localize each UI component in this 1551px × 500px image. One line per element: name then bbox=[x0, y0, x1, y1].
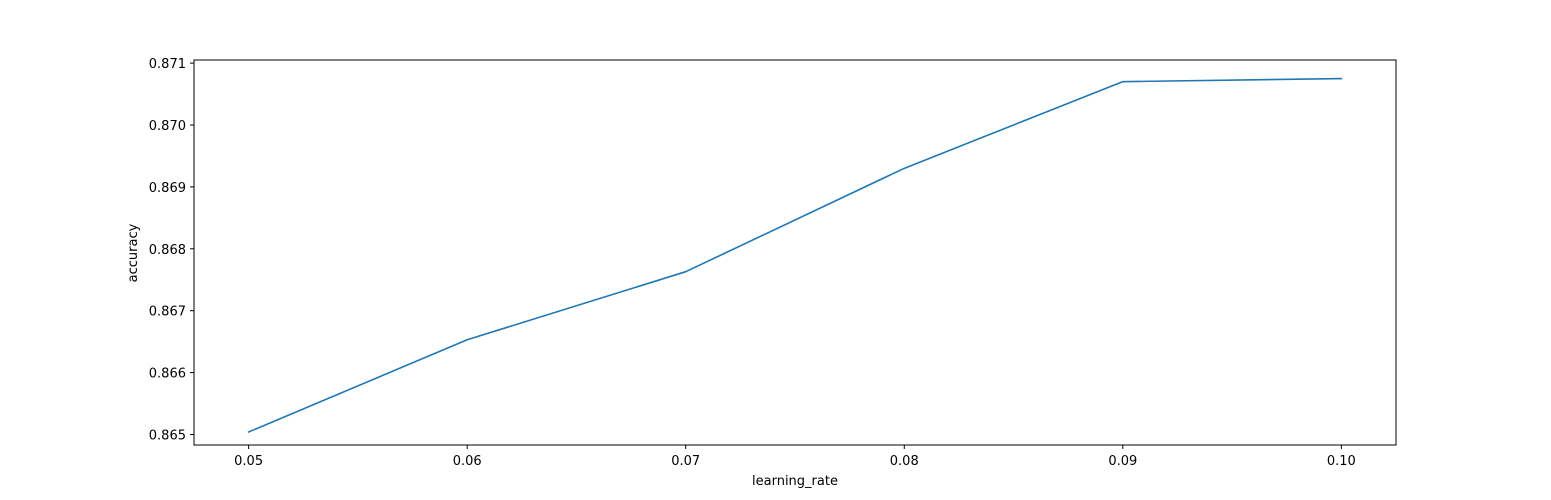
y-tick-label: 0.870 bbox=[149, 119, 186, 134]
x-tick-label: 0.09 bbox=[1108, 454, 1137, 469]
y-tick-label: 0.866 bbox=[149, 367, 186, 382]
series-group bbox=[247, 77, 1343, 434]
y-axis-ticks: 0.865 0.866 0.867 0.868 0.869 0.870 0.871 bbox=[149, 57, 194, 443]
x-axis-ticks: 0.05 0.06 0.07 0.08 0.09 0.10 bbox=[234, 445, 1356, 469]
x-tick-label: 0.10 bbox=[1327, 454, 1356, 469]
y-axis-label: accuracy bbox=[126, 223, 141, 282]
y-tick-label: 0.871 bbox=[149, 57, 186, 72]
plot-area-frame bbox=[193, 59, 1397, 446]
x-tick-label: 0.07 bbox=[671, 454, 700, 469]
x-tick-label: 0.05 bbox=[234, 454, 263, 469]
series-line bbox=[247, 77, 1343, 434]
y-tick-label: 0.867 bbox=[149, 305, 186, 320]
x-tick-label: 0.06 bbox=[453, 454, 482, 469]
x-axis-label: learning_rate bbox=[752, 474, 838, 489]
x-tick-label: 0.08 bbox=[890, 454, 919, 469]
y-tick-label: 0.868 bbox=[149, 243, 186, 258]
y-tick-label: 0.865 bbox=[149, 428, 186, 443]
y-tick-label: 0.869 bbox=[149, 181, 186, 196]
